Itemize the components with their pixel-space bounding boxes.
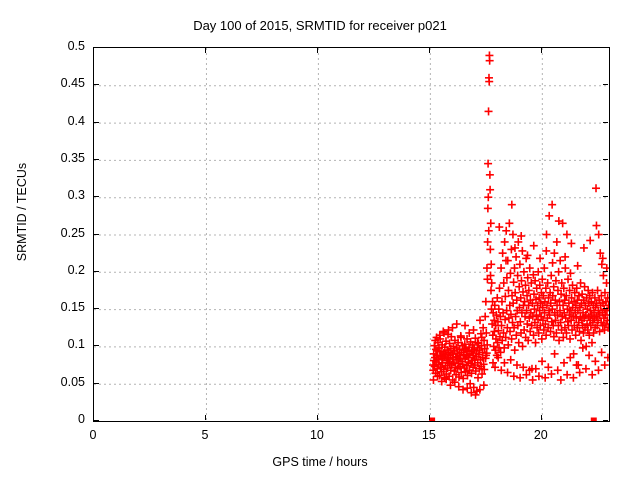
y-tick-mark [94,84,99,86]
y-tick-mark [94,420,99,421]
x-tick-label: 15 [421,428,436,442]
data-point [429,417,436,421]
y-tick-label: 0.35 [60,150,85,165]
x-tick-label: 0 [89,428,97,442]
y-tick-mark [94,121,99,123]
y-tick-label: 0.05 [60,374,85,389]
x-tick-mark [428,415,430,420]
x-tick-mark [316,415,318,420]
x-tick-mark [93,415,94,420]
y-tick-label: 0.1 [67,337,85,352]
y-tick-mark [603,345,608,347]
x-tick-label: 10 [309,428,324,442]
y-tick-label: 0.4 [67,113,85,128]
y-tick-mark [603,196,608,198]
y-tick-label: 0.45 [60,76,85,91]
y-tick-mark [94,270,99,272]
y-tick-mark [603,420,608,421]
y-tick-mark [94,47,99,48]
scatter-points [429,51,609,421]
y-tick-mark [94,382,99,384]
y-tick-label: 0.2 [67,262,85,277]
x-tick-label: 5 [201,428,209,442]
y-tick-mark [603,121,608,123]
x-tick-mark [316,48,318,53]
y-tick-mark [94,158,99,160]
y-tick-label: 0.25 [60,225,85,240]
page-title: Day 100 of 2015, SRMTID for receiver p02… [193,18,447,33]
y-tick-mark [603,47,608,48]
y-tick-mark [603,308,608,310]
y-tick-mark [603,84,608,86]
y-tick-mark [603,382,608,384]
x-axis-label: GPS time / hours [272,455,368,469]
plot-area [93,47,610,422]
x-tick-label: 20 [533,428,548,442]
y-tick-label: 0.3 [67,188,85,203]
y-tick-mark [94,345,99,347]
series-srmtid-p021 [429,51,609,421]
x-tick-mark [204,48,206,53]
y-axis-label: SRMTID / TECUs [15,162,29,262]
x-tick-mark [93,48,94,53]
y-tick-mark [603,270,608,272]
y-tick-label: 0.5 [67,39,85,53]
y-tick-mark [94,233,99,235]
y-tick-label: 0.15 [60,300,85,315]
x-tick-mark [204,415,206,420]
y-tick-label: 0 [78,412,85,426]
y-tick-mark [94,308,99,310]
y-tick-mark [603,158,608,160]
x-tick-mark [540,48,542,53]
y-tick-mark [94,196,99,198]
data-point [590,417,597,421]
x-tick-mark [428,48,430,53]
y-tick-mark [603,233,608,235]
x-tick-mark [540,415,542,420]
